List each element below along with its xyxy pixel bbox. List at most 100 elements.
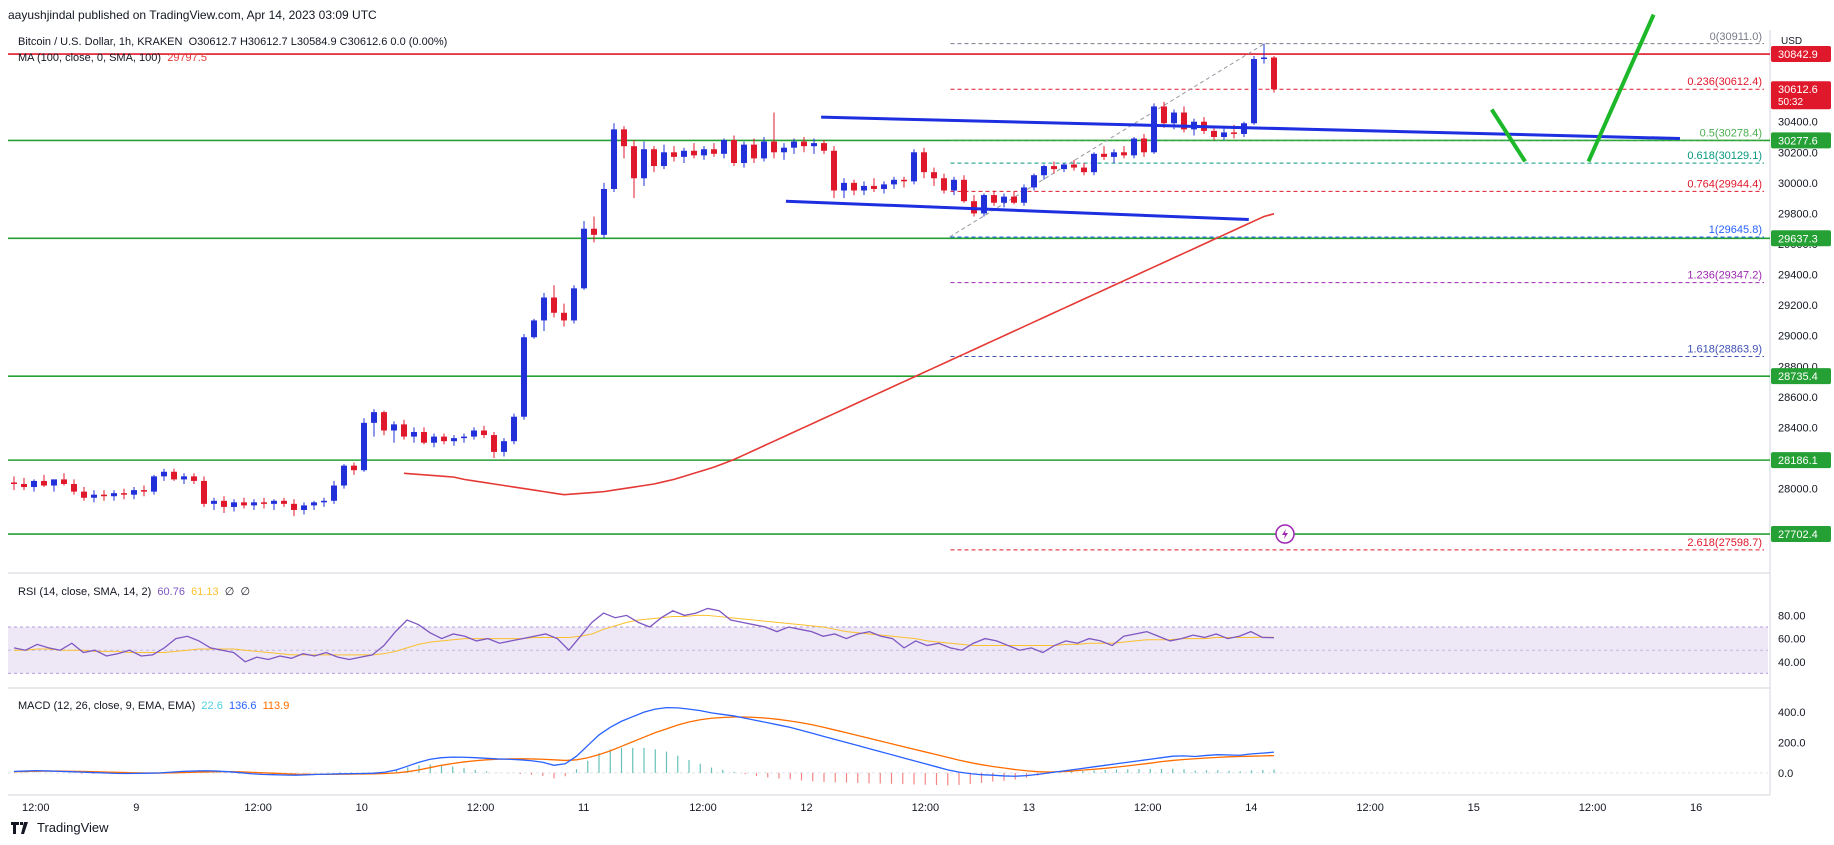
candle-body: [1031, 175, 1037, 188]
macd-tick: 400.0: [1778, 707, 1806, 719]
price-tick: 30200.0: [1778, 147, 1818, 159]
fib-label-0.618: 0.618(30129.1): [1687, 150, 1762, 162]
candle-body: [1121, 152, 1127, 156]
macd-value: 136.6: [228, 700, 257, 712]
time-tick: 12:00: [1579, 802, 1607, 814]
candle-body: [511, 416, 517, 442]
channel-lower: [785, 199, 1249, 222]
candle-body: [151, 476, 157, 492]
macd-tick: 0.0: [1778, 768, 1793, 780]
candle-body: [361, 422, 367, 471]
tradingview-brand[interactable]: TradingView: [10, 820, 109, 835]
candle-body: [771, 141, 777, 153]
candle-body: [761, 141, 767, 159]
candle-body: [531, 320, 537, 338]
candle-body: [1151, 106, 1157, 153]
candle-body: [441, 436, 447, 442]
candle-body: [931, 172, 937, 179]
green-arrow: [1489, 108, 1527, 163]
candle-body: [421, 432, 427, 443]
candle-body: [851, 182, 857, 191]
price-label-text: 30842.9: [1778, 49, 1818, 61]
price-pane: [8, 30, 1768, 565]
candle-body: [541, 297, 547, 321]
candle-body: [941, 178, 947, 191]
candle-body: [221, 500, 227, 507]
candle-body: [1081, 167, 1087, 173]
candle-body: [521, 337, 527, 417]
candle-body: [261, 502, 267, 504]
candle-body: [651, 149, 657, 167]
fib-trend-line: [949, 43, 1265, 238]
ma-100-line: [403, 213, 1275, 496]
rsi-tick: 40.00: [1778, 657, 1806, 669]
fib-label-1.236: 1.236(29347.2): [1687, 270, 1762, 282]
candle-body: [871, 185, 877, 189]
brand-text: TradingView: [37, 820, 109, 835]
candle-body: [501, 441, 507, 452]
macd-legend: MACD (12, 26, close, 9, EMA, EMA) 22.6 1…: [18, 700, 289, 712]
candle-body: [161, 471, 167, 477]
candle-body: [1261, 57, 1267, 60]
rsi-tick: 80.00: [1778, 610, 1806, 622]
price-label-support: [1771, 368, 1831, 385]
candle-body: [211, 500, 217, 504]
candle-body: [991, 195, 997, 203]
channel-upper: [821, 115, 1681, 141]
price-label-last: [1771, 81, 1831, 110]
rsi-line: [13, 607, 1275, 663]
candle-body: [481, 430, 487, 436]
candle-body: [781, 147, 787, 153]
candle-body: [791, 141, 797, 148]
price-label-support: [1771, 230, 1831, 247]
candle-body: [681, 150, 687, 157]
price-label-text: 30277.6: [1778, 135, 1818, 147]
time-tick: 12:00: [1356, 802, 1384, 814]
candle-body: [901, 179, 907, 182]
candle-body: [41, 480, 47, 486]
candle-body: [21, 483, 27, 488]
candle-body: [1161, 106, 1167, 124]
rsi-sma-value: 61.13: [191, 586, 219, 598]
candle-body: [721, 140, 727, 154]
candle-body: [1041, 166, 1047, 176]
macd-hist-value: 22.6: [201, 700, 223, 712]
candle-body: [131, 490, 137, 495]
candle-body: [571, 288, 577, 321]
ma-value: 29797.5: [167, 52, 207, 64]
candle-body: [431, 436, 437, 443]
fib-label-0.5: 0.5(30278.4): [1700, 127, 1762, 139]
candle-body: [831, 150, 837, 191]
candle-body: [601, 188, 607, 235]
candle-body: [801, 141, 807, 147]
candle-body: [351, 465, 357, 471]
candle-body: [241, 502, 247, 506]
fib-label-0.236: 0.236(30612.4): [1687, 76, 1762, 88]
candle-body: [281, 500, 287, 504]
candle-body: [1271, 57, 1277, 90]
candle-body: [331, 485, 337, 501]
candle-body: [891, 179, 897, 185]
candle-body: [841, 182, 847, 191]
candle-body: [1211, 130, 1217, 137]
candle-body: [591, 228, 597, 235]
candle-body: [661, 152, 667, 167]
candle-body: [471, 430, 477, 437]
candle-body: [121, 493, 127, 495]
candle-body: [1111, 152, 1117, 157]
candle-body: [981, 195, 987, 214]
candle-body: [621, 129, 627, 147]
candle-body: [1251, 59, 1257, 124]
candle-body: [341, 465, 347, 486]
candle-body: [311, 502, 317, 506]
time-tick: 13: [1023, 802, 1035, 814]
candle-body: [321, 500, 327, 503]
candle-body: [301, 505, 307, 510]
price-label-resistance: [1771, 46, 1831, 63]
candle-body: [1011, 196, 1017, 203]
candle-body: [71, 483, 77, 492]
time-tick: 10: [356, 802, 368, 814]
candle-body: [1181, 112, 1187, 130]
price-label-text: 29637.3: [1778, 233, 1818, 245]
